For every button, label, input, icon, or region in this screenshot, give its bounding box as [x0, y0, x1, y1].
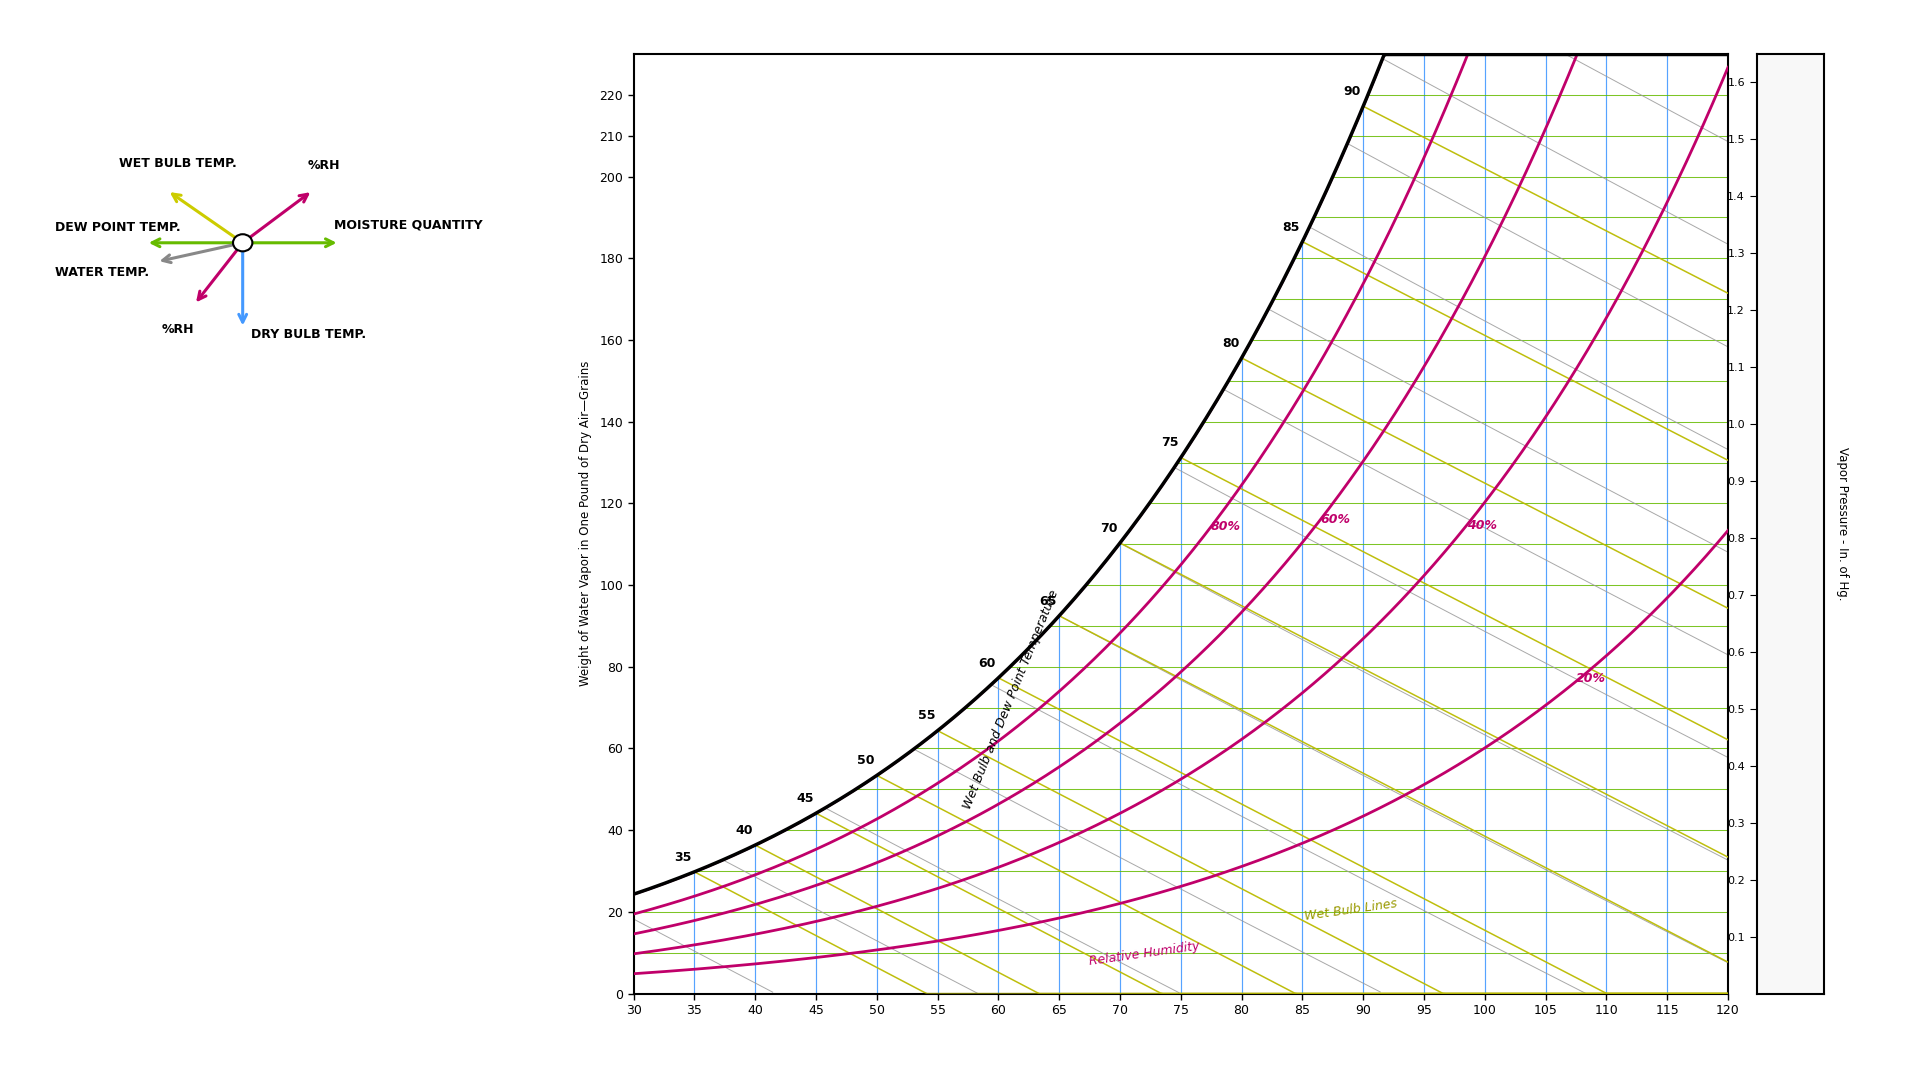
- Circle shape: [232, 234, 252, 252]
- Text: 40: 40: [735, 824, 753, 837]
- Text: %RH: %RH: [307, 159, 340, 172]
- Text: 90: 90: [1344, 85, 1361, 98]
- Text: 85: 85: [1283, 220, 1300, 233]
- Y-axis label: Weight of Water Vapor in One Pound of Dry Air—Grains: Weight of Water Vapor in One Pound of Dr…: [580, 361, 593, 687]
- Text: WET BULB TEMP.: WET BULB TEMP.: [119, 157, 236, 170]
- Text: Wet Bulb and Dew Point Temperature: Wet Bulb and Dew Point Temperature: [960, 588, 1060, 811]
- Text: 50: 50: [856, 754, 874, 767]
- Text: DEW POINT TEMP.: DEW POINT TEMP.: [54, 221, 180, 234]
- Text: %RH: %RH: [161, 323, 194, 336]
- Text: 65: 65: [1039, 595, 1056, 608]
- Text: 35: 35: [674, 851, 691, 864]
- Text: MOISTURE QUANTITY: MOISTURE QUANTITY: [334, 218, 482, 231]
- Y-axis label: Vapor Pressure - In. of Hg.: Vapor Pressure - In. of Hg.: [1836, 447, 1849, 600]
- Text: 80%: 80%: [1212, 521, 1240, 534]
- Text: 55: 55: [918, 710, 935, 723]
- Text: 70: 70: [1100, 522, 1117, 535]
- Text: 80: 80: [1221, 337, 1238, 350]
- Text: Relative Humidity: Relative Humidity: [1089, 940, 1200, 968]
- Text: 60%: 60%: [1321, 513, 1350, 526]
- Text: 75: 75: [1162, 436, 1179, 449]
- Text: DRY BULB TEMP.: DRY BULB TEMP.: [252, 328, 367, 341]
- Text: Wet Bulb Lines: Wet Bulb Lines: [1304, 897, 1398, 923]
- Text: WATER TEMP.: WATER TEMP.: [54, 266, 148, 279]
- Text: 20%: 20%: [1576, 672, 1605, 685]
- Text: 60: 60: [979, 657, 996, 670]
- Text: 45: 45: [797, 792, 814, 805]
- Text: 40%: 40%: [1467, 518, 1496, 531]
